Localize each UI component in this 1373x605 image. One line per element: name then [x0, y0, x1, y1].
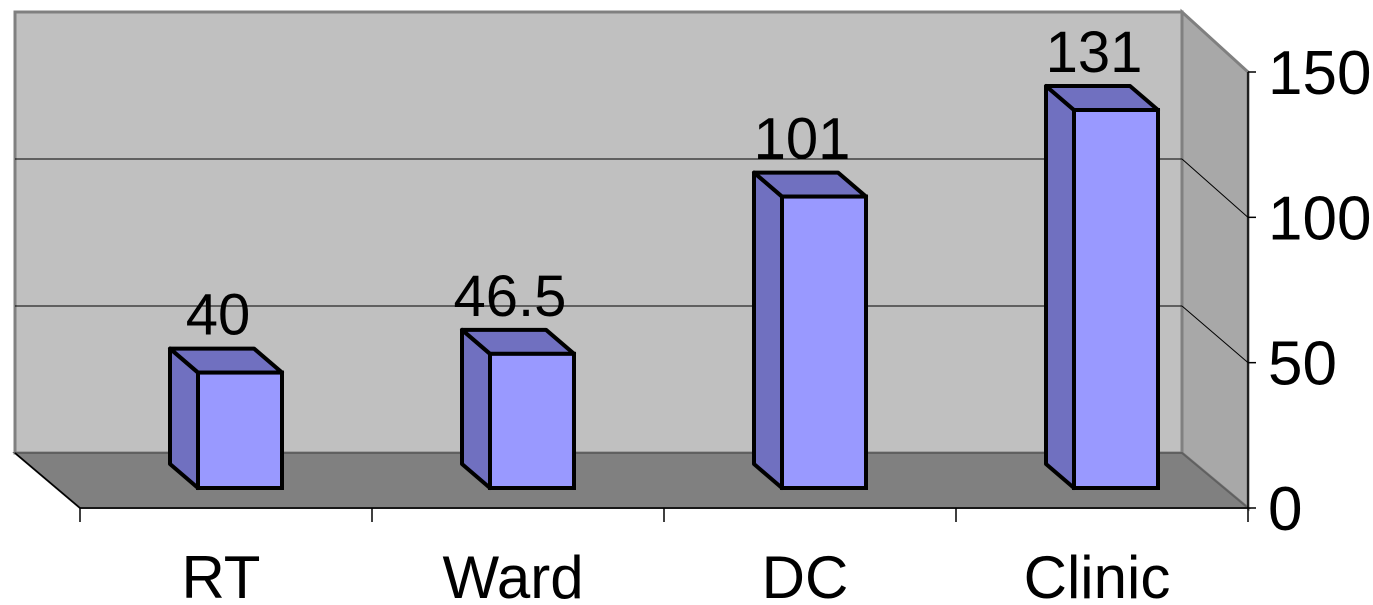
- y-tick-label: 0: [1268, 475, 1302, 544]
- data-label: 40: [186, 283, 251, 348]
- data-label: 46.5: [454, 264, 567, 329]
- bar-front: [488, 351, 576, 490]
- bar: [460, 327, 576, 490]
- y-tick-label: 150: [1268, 39, 1371, 108]
- bar-side: [1044, 84, 1076, 490]
- floor-edge: [14, 452, 81, 509]
- side-wall: [1180, 8, 1250, 512]
- data-label: 131: [1046, 20, 1143, 85]
- bar: [752, 170, 868, 490]
- category-label: DC: [762, 544, 849, 605]
- y-tick-label: 100: [1268, 184, 1371, 253]
- bars: 40 46.5 101 131: [168, 20, 1160, 490]
- bar-front: [780, 194, 868, 490]
- y-tick-label: 50: [1268, 330, 1337, 399]
- bar-front: [196, 370, 284, 490]
- value-axis: 0 50 100 150: [1247, 39, 1371, 544]
- gridline-side: [1181, 158, 1249, 218]
- category-label: RT: [182, 544, 261, 605]
- gridlines: [15, 158, 1249, 364]
- category-label: Ward: [442, 544, 583, 605]
- bar: [1044, 84, 1160, 490]
- gridline-side: [1181, 305, 1249, 364]
- category-labels: RT Ward DC Clinic: [79, 508, 1249, 605]
- bar-side: [460, 327, 492, 490]
- bar: [168, 346, 284, 490]
- data-label: 101: [754, 107, 851, 172]
- bar-front: [1072, 108, 1160, 490]
- bar-side: [752, 170, 784, 490]
- category-label: Clinic: [1024, 544, 1171, 605]
